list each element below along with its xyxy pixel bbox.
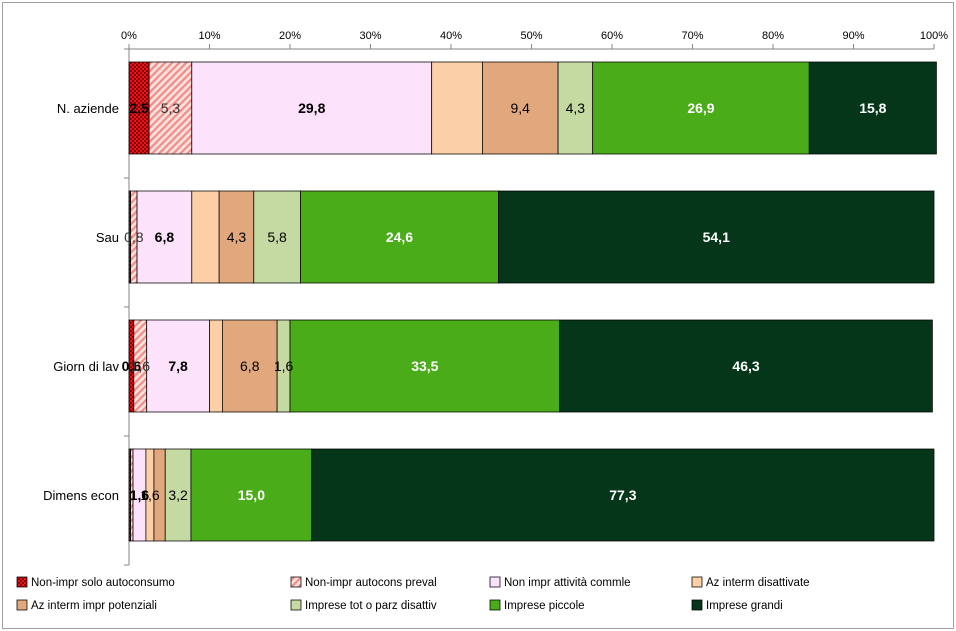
data-label-imprese-tot-o-parz-disattiv-n-aziende: 4,3 bbox=[566, 100, 586, 116]
category-label-giorn-di-lav: Giorn di lav bbox=[53, 359, 119, 374]
legend-label-non-impr-autocons-preval: Non-impr autocons preval bbox=[305, 577, 437, 589]
data-label-imprese-grandi-dimens-econ: 77,3 bbox=[609, 487, 636, 503]
legend-swatch-non-impr-attivita-commle bbox=[489, 576, 501, 588]
bars bbox=[128, 61, 937, 542]
data-label-az-interm-disattivate-dimens-econ: 1,6 bbox=[140, 487, 160, 503]
legend-label-az-interm-disattivate: Az interm disattivate bbox=[706, 577, 810, 589]
bar-imprese-grandi-dimens-econ bbox=[311, 448, 935, 542]
bar-non-impr-attivita-commle-n-aziende bbox=[191, 61, 433, 155]
legend-label-imprese-piccole: Imprese piccole bbox=[504, 600, 585, 612]
data-label-non-impr-solo-autoconsumo-giorn-di-lav: 0,6 bbox=[122, 358, 142, 374]
data-label-imprese-tot-o-parz-disattiv-giorn-di-lav: 1,6 bbox=[274, 358, 294, 374]
data-label-az-interm-impr-potenziali-sau: 4,3 bbox=[227, 229, 247, 245]
bar-az-interm-impr-potenziali-sau bbox=[218, 190, 255, 284]
data-label-non-impr-solo-autoconsumo-n-aziende: 2,5 bbox=[129, 100, 149, 116]
x-tick-label: 70% bbox=[681, 30, 703, 42]
bar-imprese-grandi-n-aziende bbox=[808, 61, 937, 155]
bar-imprese-grandi-giorn-di-lav bbox=[559, 319, 933, 413]
data-label-imprese-piccole-n-aziende: 26,9 bbox=[687, 100, 714, 116]
data-labels: 2,5 5,3 29,8 9,4 4,3 26,9 15,8 0,8 6,8 4,3 5,8 24,6… bbox=[122, 100, 887, 503]
x-tick-label: 30% bbox=[359, 30, 381, 42]
legend-swatch-imprese-piccole bbox=[489, 599, 501, 611]
x-tick-label: 100% bbox=[920, 30, 948, 42]
legend-label-non-impr-solo-autoconsumo: Non-impr solo autoconsumo bbox=[31, 577, 175, 589]
legend-swatch-az-interm-disattivate bbox=[691, 576, 703, 588]
bar-imprese-tot-o-parz-disattiv-dimens-econ bbox=[164, 448, 192, 542]
data-label-non-impr-autocons-preval-giorn-di-lav: 1,6 bbox=[131, 358, 151, 374]
legend-swatch-az-interm-impr-potenziali bbox=[16, 599, 28, 611]
x-tick-label: 0% bbox=[121, 30, 137, 42]
x-tick-label: 40% bbox=[440, 30, 462, 42]
x-tick-label: 20% bbox=[279, 30, 301, 42]
x-tick-label: 80% bbox=[762, 30, 784, 42]
bar-imprese-tot-o-parz-disattiv-sau bbox=[253, 190, 301, 284]
data-label-imprese-grandi-n-aziende: 15,8 bbox=[859, 100, 886, 116]
bar-az-interm-impr-potenziali-n-aziende bbox=[482, 61, 559, 155]
legend-label-imprese-tot-o-parz-disattiv: Imprese tot o parz disattiv bbox=[305, 600, 437, 612]
x-axis: 0% 10% 20% 30% 40% 50% 60% 70% 80% 90% 100% bbox=[121, 30, 948, 50]
x-tick-label: 60% bbox=[601, 30, 623, 42]
bar-imprese-grandi-sau bbox=[498, 190, 935, 284]
legend: Non-impr solo autoconsumo Non-impr autoco… bbox=[16, 576, 810, 612]
bar-non-impr-attivita-commle-giorn-di-lav bbox=[146, 319, 210, 413]
data-label-az-interm-impr-potenziali-n-aziende: 9,4 bbox=[510, 100, 530, 116]
x-tick-label: 90% bbox=[842, 30, 864, 42]
bar-az-interm-disattivate-sau bbox=[191, 190, 220, 284]
data-label-imprese-grandi-sau: 54,1 bbox=[703, 229, 730, 245]
bar-az-interm-impr-potenziali-giorn-di-lav bbox=[222, 319, 278, 413]
data-label-non-impr-attivita-commle-giorn-di-lav: 7,8 bbox=[168, 358, 188, 374]
bar-az-interm-disattivate-n-aziende bbox=[431, 61, 483, 155]
data-label-non-impr-attivita-commle-n-aziende: 29,8 bbox=[298, 100, 325, 116]
data-label-imprese-tot-o-parz-disattiv-dimens-econ: 3,2 bbox=[168, 487, 188, 503]
data-label-non-impr-autocons-preval-n-aziende: 5,3 bbox=[161, 100, 181, 116]
bar-non-impr-attivita-commle-sau bbox=[136, 190, 193, 284]
x-tick-label: 10% bbox=[198, 30, 220, 42]
data-label-imprese-piccole-sau: 24,6 bbox=[386, 229, 413, 245]
legend-label-imprese-grandi: Imprese grandi bbox=[706, 600, 783, 612]
data-label-imprese-piccole-dimens-econ: 15,0 bbox=[238, 487, 265, 503]
x-tick-label: 50% bbox=[520, 30, 542, 42]
data-label-az-interm-impr-potenziali-giorn-di-lav: 6,8 bbox=[240, 358, 260, 374]
data-label-non-impr-attivita-commle-sau: 6,8 bbox=[155, 229, 175, 245]
category-label-n-aziende: N. aziende bbox=[57, 101, 119, 116]
data-label-non-impr-autocons-preval-sau: 0,8 bbox=[124, 229, 144, 245]
legend-swatch-imprese-grandi bbox=[691, 599, 703, 611]
category-label-dimens-econ: Dimens econ bbox=[43, 488, 119, 503]
legend-label-az-interm-impr-potenziali: Az interm impr potenziali bbox=[31, 600, 157, 612]
data-label-non-impr-attivita-commle-dimens-econ: 1,6 bbox=[130, 487, 150, 503]
category-label-sau: Sau bbox=[96, 230, 119, 245]
data-label-imprese-piccole-giorn-di-lav: 33,5 bbox=[411, 358, 438, 374]
legend-swatch-non-impr-autocons-preval bbox=[290, 576, 302, 588]
data-label-imprese-tot-o-parz-disattiv-sau: 5,8 bbox=[267, 229, 287, 245]
bar-az-interm-disattivate-giorn-di-lav bbox=[209, 319, 223, 413]
legend-label-non-impr-attivita-commle: Non impr attività commle bbox=[504, 577, 631, 589]
bar-non-impr-autocons-preval-n-aziende bbox=[148, 61, 193, 155]
data-label-imprese-grandi-giorn-di-lav: 46,3 bbox=[732, 358, 759, 374]
legend-swatch-non-impr-solo-autoconsumo bbox=[16, 576, 28, 588]
y-axis: N. aziende Sau Giorn di lav Dimens econ bbox=[43, 48, 130, 566]
bar-imprese-piccole-dimens-econ bbox=[190, 448, 313, 542]
bar-imprese-piccole-giorn-di-lav bbox=[289, 319, 561, 413]
legend-swatch-imprese-tot-o-parz-disattiv bbox=[290, 599, 302, 611]
bar-imprese-piccole-n-aziende bbox=[592, 61, 810, 155]
